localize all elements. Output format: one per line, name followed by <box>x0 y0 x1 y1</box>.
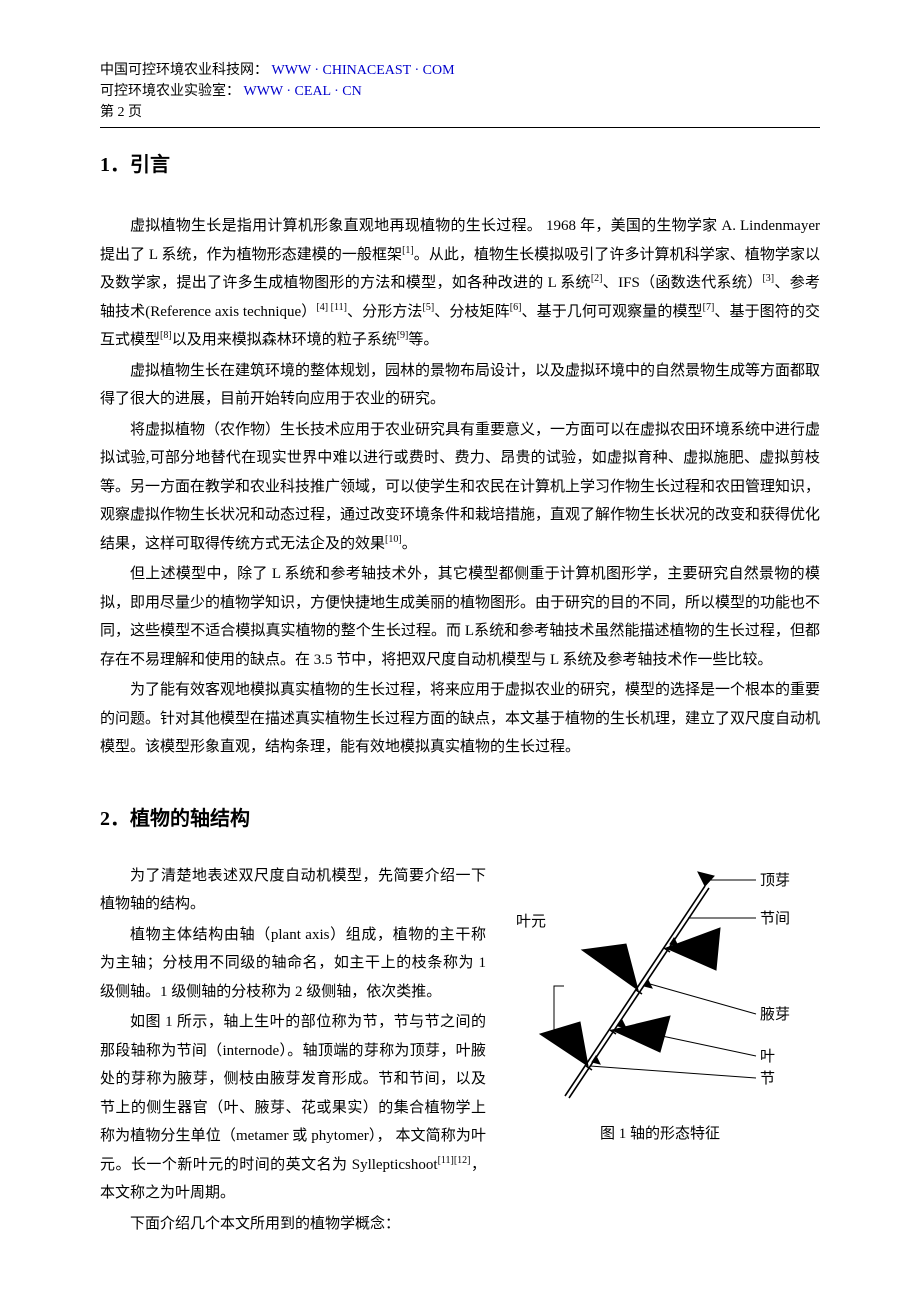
section-1-title: 1．引言 <box>100 146 820 184</box>
s1-para-4: 但上述模型中，除了 L 系统和参考轴技术外，其它模型都侧重于计算机图形学，主要研… <box>100 560 820 674</box>
label-ye: 叶 <box>760 1048 775 1065</box>
label-yeyuan: 叶元 <box>516 913 546 930</box>
plant-axis-diagram: 顶芽 节间 腋芽 叶 节 叶元 <box>510 866 810 1116</box>
header-label-1: 中国可控环境农业科技网： <box>100 63 268 78</box>
page-number: 第 2 页 <box>100 102 820 123</box>
header-divider <box>100 127 820 128</box>
figure-1: 顶芽 节间 腋芽 叶 节 叶元 图 1 轴的形态特征 <box>500 866 820 1149</box>
label-yeya: 腋芽 <box>760 1006 790 1023</box>
label-dingya: 顶芽 <box>760 872 790 889</box>
header-link-2[interactable]: WWW · CEAL · CN <box>244 84 362 99</box>
figure-1-caption: 图 1 轴的形态特征 <box>500 1120 820 1149</box>
s1-para-2: 虚拟植物生长在建筑环境的整体规划，园林的景物布局设计，以及虚拟环境中的自然景物生… <box>100 357 820 414</box>
section-2-title: 2．植物的轴结构 <box>100 800 820 838</box>
header-label-2: 可控环境农业实验室： <box>100 84 240 99</box>
s2-para-4: 下面介绍几个本文所用到的植物学概念： <box>100 1210 820 1239</box>
s1-para-5: 为了能有效客观地模拟真实植物的生长过程，将来应用于虚拟农业的研究，模型的选择是一… <box>100 676 820 762</box>
s1-para-1: 虚拟植物生长是指用计算机形象直观地再现植物的生长过程。 1968 年，美国的生物… <box>100 212 820 355</box>
label-jiejian: 节间 <box>760 910 790 927</box>
s1-para-3: 将虚拟植物（农作物）生长技术应用于农业研究具有重要意义，一方面可以在虚拟农田环境… <box>100 416 820 559</box>
page-header: 中国可控环境农业科技网： WWW · CHINACEAST · COM 可控环境… <box>100 60 820 123</box>
label-jie: 节 <box>760 1070 775 1087</box>
header-link-1[interactable]: WWW · CHINACEAST · COM <box>272 63 455 78</box>
